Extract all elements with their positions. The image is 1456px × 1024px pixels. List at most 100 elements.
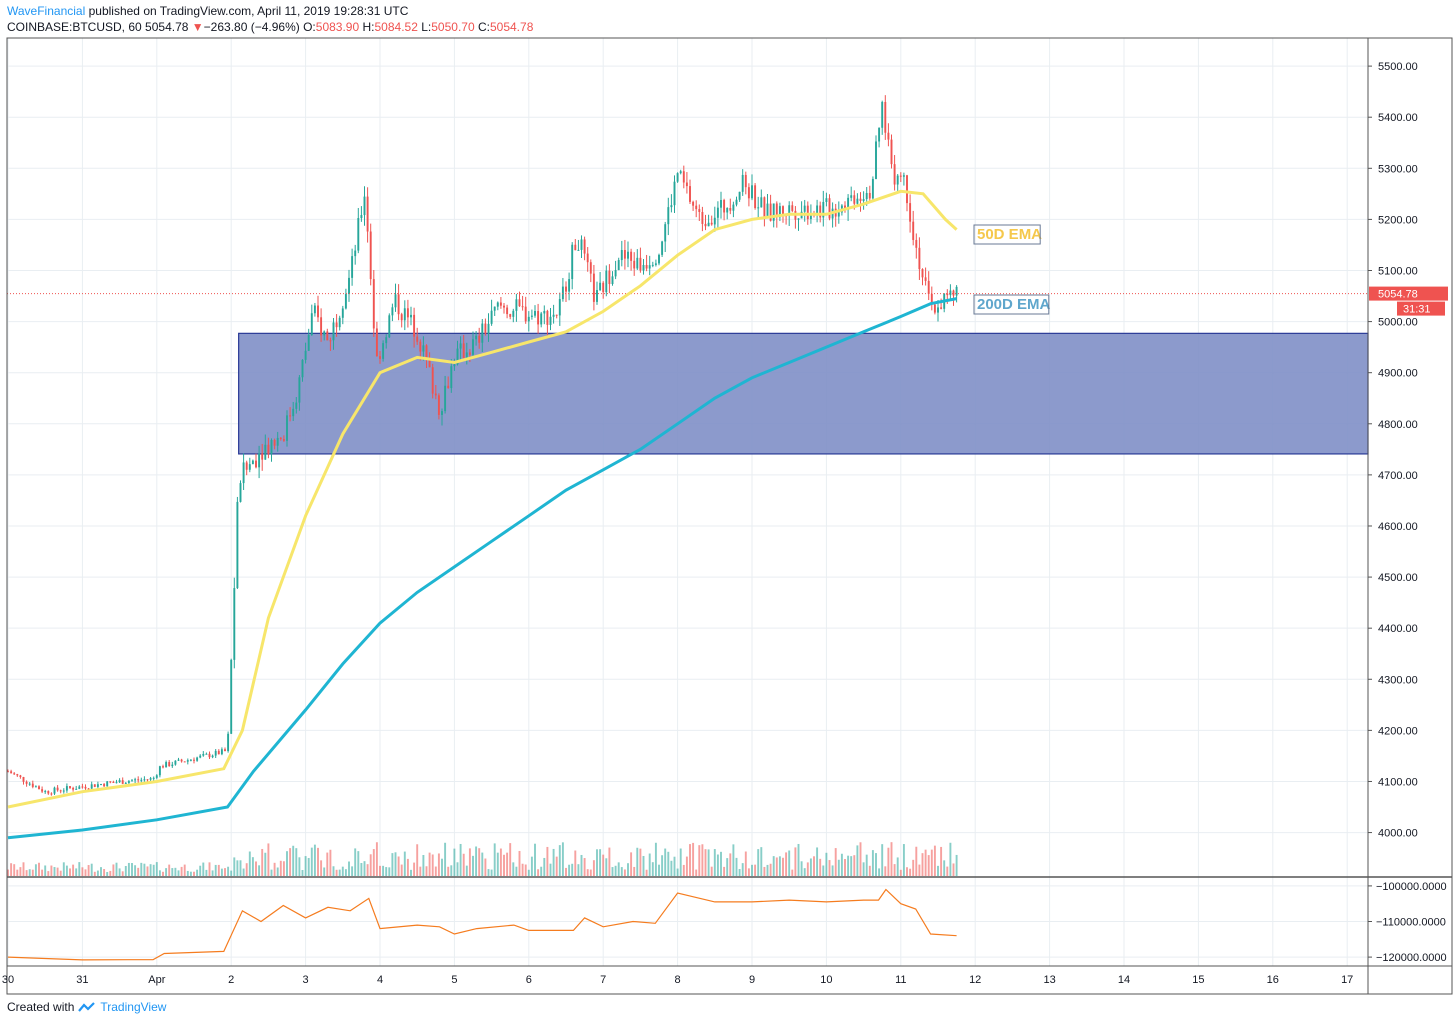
volume-bar (933, 845, 936, 876)
candle-body (394, 294, 397, 308)
volume-bar (862, 862, 865, 876)
volume-bar (661, 855, 664, 876)
author-link[interactable]: WaveFinancial (7, 4, 86, 18)
volume-bar (31, 869, 34, 876)
volume-bar (87, 865, 90, 876)
candle-body (162, 766, 164, 768)
volume-bar (351, 866, 354, 876)
volume-bar (115, 862, 118, 876)
candle-body (518, 299, 521, 307)
candle-body (949, 290, 952, 296)
volume-bar (648, 853, 651, 876)
time-tick-label: 4 (377, 974, 383, 986)
volume-bar (298, 857, 301, 876)
candle-body (44, 791, 47, 793)
volume-bar (568, 864, 571, 876)
volume-bar (270, 869, 273, 876)
candle-body (496, 302, 499, 307)
volume-bar (121, 871, 124, 876)
volume-bar (118, 868, 121, 876)
candle-body (186, 760, 189, 762)
volume-bar (906, 867, 908, 876)
candle-body (118, 780, 121, 783)
volume-bar (828, 860, 831, 876)
candle-body (124, 782, 127, 784)
volume-bar (261, 848, 264, 876)
candle-body (735, 199, 738, 205)
candle-body (264, 444, 267, 460)
volume-bar (44, 865, 47, 876)
last-price-badge (1369, 286, 1448, 301)
candle-body (295, 402, 298, 409)
volume-bar (496, 852, 499, 876)
time-tick-label: 30 (2, 974, 14, 986)
volume-bar (177, 870, 180, 876)
volume-bar (645, 869, 648, 876)
volume-bar (25, 870, 28, 876)
volume-bar (301, 869, 304, 876)
candle-body (41, 789, 44, 792)
candle-body (431, 367, 434, 394)
candle-body (484, 323, 487, 334)
price-tick-label: 4700.00 (1378, 470, 1418, 482)
candle-body (298, 377, 301, 403)
candle-body (580, 239, 583, 250)
volume-bar (633, 866, 636, 876)
candle-body (10, 771, 13, 774)
volume-bar (617, 862, 620, 876)
last-price-badge-label: 5054.78 (1378, 289, 1418, 301)
volume-bar (286, 851, 288, 876)
volume-bar (168, 864, 171, 876)
candle-body (248, 464, 251, 470)
candle-body (106, 781, 109, 787)
volume-bar (56, 867, 59, 876)
candle-body (351, 256, 354, 278)
volume-bar (751, 864, 753, 876)
volume-bar (530, 856, 533, 876)
volume-bar (673, 856, 676, 876)
candle-body (589, 262, 592, 274)
tradingview-brand[interactable]: TradingView (100, 1000, 167, 1014)
candle-body (884, 101, 887, 133)
volume-bar (555, 856, 558, 876)
candle-body (527, 316, 530, 322)
volume-bar (940, 846, 943, 876)
candle-body (592, 273, 595, 302)
volume-bar (952, 863, 955, 876)
volume-bar (937, 865, 939, 876)
candle-body (475, 335, 478, 340)
volume-bar (831, 865, 834, 876)
candle-body (31, 783, 34, 787)
ema-lines: 50D EMA 200D EMA (7, 189, 1051, 840)
volume-bar (927, 855, 930, 876)
time-tick-label: 16 (1267, 974, 1279, 986)
candle-body (896, 175, 899, 185)
candle-body (96, 784, 99, 787)
candle-body (493, 306, 496, 311)
volume-bar (738, 869, 741, 876)
candle-body (171, 764, 174, 767)
volume-bar (131, 863, 133, 876)
volume-bar (825, 852, 828, 876)
candle-body (472, 339, 474, 355)
candle-body (716, 207, 719, 218)
volume-bar (800, 861, 803, 876)
candle-body (946, 293, 949, 296)
candle-body (447, 385, 450, 389)
candle-body (617, 260, 620, 271)
candle-body (543, 310, 546, 314)
volume-bar (837, 859, 840, 876)
candle-body (131, 780, 133, 782)
open-value: 5083.90 (315, 20, 360, 34)
candle-body (726, 207, 729, 213)
indicator-tick-label: −100000.0000 (1376, 881, 1447, 893)
candle-body (214, 750, 217, 756)
volume-bar (406, 858, 409, 876)
candle-body (704, 223, 707, 227)
candle-body (515, 299, 518, 311)
candle-body (924, 277, 927, 281)
candle-body (682, 171, 685, 183)
price-tick-label: 4100.00 (1378, 776, 1418, 788)
candle-body (955, 286, 958, 296)
